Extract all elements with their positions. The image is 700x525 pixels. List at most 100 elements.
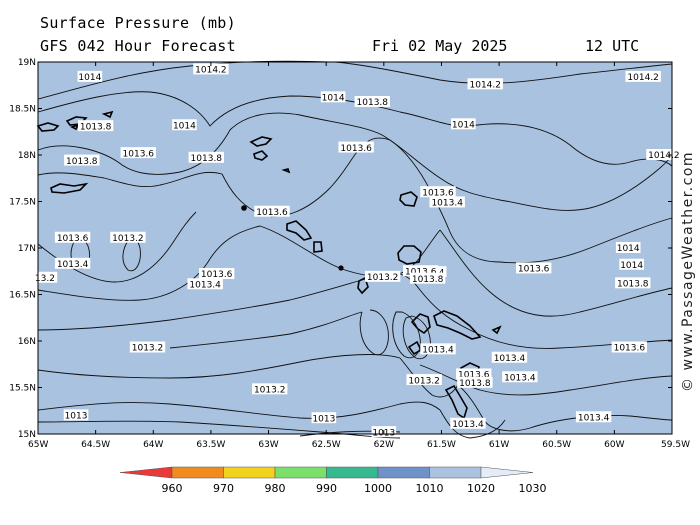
- isobar-label: 1013.6: [340, 144, 372, 154]
- map-title: Surface Pressure (mb): [40, 14, 236, 32]
- isobar-label-bg: [619, 258, 644, 270]
- isobar-label: 1013.8: [412, 275, 444, 285]
- isobar-label: 13.2: [35, 274, 55, 284]
- isobar-label-bg: [193, 63, 229, 75]
- lon-label: 60.5W: [542, 440, 571, 450]
- isobar-label: 1013.6: [614, 344, 646, 354]
- isobar-label: 1014: [78, 73, 101, 83]
- isobar-label: 1013.6: [256, 208, 288, 218]
- lat-label: 17N: [18, 244, 36, 254]
- colorbar-segment: [171, 466, 224, 479]
- isobar-label: 1013.8: [459, 379, 491, 389]
- colorbar-label: 1020: [467, 482, 495, 495]
- isobar-label: 1013.2: [408, 376, 440, 386]
- isobar-label-bg: [646, 149, 682, 160]
- isobar-label: 1013.8: [191, 154, 223, 164]
- coastlines: [36, 110, 502, 420]
- isobar-label-bg: [403, 265, 439, 277]
- isobar-label-bg: [615, 277, 651, 289]
- isobar-label: 1014.2: [195, 66, 227, 76]
- isobar-label: 1013.2: [254, 386, 286, 396]
- isobar-label-bg: [491, 351, 528, 363]
- isobar-label: 1013.4: [494, 354, 526, 364]
- colorbar-label: 1000: [364, 482, 392, 495]
- isobar-label: 1014: [620, 261, 643, 271]
- lon-label: 61W: [489, 440, 509, 450]
- lon-label: 63W: [258, 440, 278, 450]
- isobar-label: 1013.4: [452, 420, 484, 430]
- lat-label: 17.5N: [9, 198, 36, 208]
- isobar-label: 1013.4: [504, 373, 536, 383]
- isobar-label-bg: [32, 271, 58, 283]
- isobar-label: 1014: [452, 121, 475, 131]
- colorbar-segment: [429, 466, 482, 479]
- isobar-label-bg: [77, 120, 114, 132]
- isobar-label: 1013: [312, 414, 335, 424]
- isobar-label: 1013.2: [112, 234, 144, 244]
- lat-label: 19N: [18, 58, 36, 68]
- isobar-label-bg: [254, 205, 290, 217]
- lon-label: 61.5W: [427, 440, 456, 450]
- isobar-label-bg: [615, 242, 641, 253]
- colorbar-label: 990: [316, 482, 337, 495]
- colorbar-label: 1030: [519, 482, 547, 495]
- isobar-label: 1013.4: [189, 280, 221, 290]
- forecast-date: Fri 02 May 2025: [372, 37, 508, 55]
- isobar-label: 1013.6: [201, 270, 233, 280]
- colorbar-left-arrow: [119, 466, 173, 479]
- isobar-label: 1013.6: [458, 371, 490, 381]
- pressure-colorbar: 960 970 980 990 1000 1010 1020 1030: [119, 466, 547, 495]
- colorbar-right-arrow: [480, 466, 534, 479]
- colorbar-label: 1010: [416, 482, 444, 495]
- lat-label: 15.5N: [9, 384, 36, 394]
- isobar-label: 1014: [173, 121, 196, 131]
- lon-label: 64.5W: [81, 440, 110, 450]
- colorbar-label: 960: [162, 482, 183, 495]
- watermark-text: © www.PassageWeather.com: [680, 150, 696, 392]
- isobar-label-bg: [251, 383, 288, 395]
- isobar-label-bg: [625, 70, 661, 82]
- lon-label: 64W: [143, 440, 163, 450]
- isobar-label-bg: [354, 95, 390, 107]
- lon-label: 63.5W: [196, 440, 225, 450]
- isobar-label: 1014.2: [470, 81, 502, 91]
- isobar-label: 1013.6: [123, 149, 155, 159]
- colorbar-label: 980: [265, 482, 286, 495]
- colorbar-segment: [326, 466, 379, 479]
- isobar-label-bg: [467, 78, 503, 90]
- lon-label: 62.5W: [312, 440, 341, 450]
- isobar-label: 1014: [617, 244, 640, 254]
- isobar-label-bg: [77, 70, 103, 82]
- isobar-label: 1014.2: [627, 73, 659, 83]
- isobar-label: 1013.6: [405, 267, 437, 277]
- isobar-label-bg: [172, 119, 197, 131]
- isobar-label-bg: [429, 196, 465, 208]
- lat-label: 18.5N: [9, 105, 36, 115]
- isobar-label-bg: [611, 341, 648, 353]
- lon-label: 60W: [604, 440, 624, 450]
- isobar-label: 1013.8: [357, 98, 389, 108]
- isobar-label-bg: [54, 231, 91, 243]
- isobar-label-bg: [198, 268, 235, 280]
- isobar-label-bg: [420, 186, 456, 198]
- isobar-label-bg: [502, 371, 538, 383]
- isobar-label-bg: [187, 278, 223, 290]
- lon-label: 59.5W: [661, 440, 690, 450]
- isobar-label: 1013.4: [57, 260, 89, 270]
- isobar-label-bg: [311, 412, 337, 424]
- isobar-label-bg: [64, 154, 100, 166]
- isobar-label: 1013.8: [80, 122, 112, 132]
- isobar-labels: 1014.2 1014.2 1014.2 1014 1014 1014 1014 1014.2…: [32, 63, 682, 438]
- isobar-label-bg: [409, 272, 446, 284]
- isobar-label-bg: [54, 257, 91, 269]
- isobar-label: 1013.2: [132, 344, 164, 354]
- colorbar-label: 970: [213, 482, 234, 495]
- isobar-label: 1013.6: [422, 188, 454, 198]
- isobar-label-bg: [406, 374, 442, 386]
- isobar-label-bg: [457, 376, 493, 388]
- isobar-label: 1014: [322, 94, 345, 104]
- lon-label: 62W: [374, 440, 394, 450]
- isobar-label-bg: [456, 368, 492, 380]
- colorbar-segment: [223, 466, 276, 479]
